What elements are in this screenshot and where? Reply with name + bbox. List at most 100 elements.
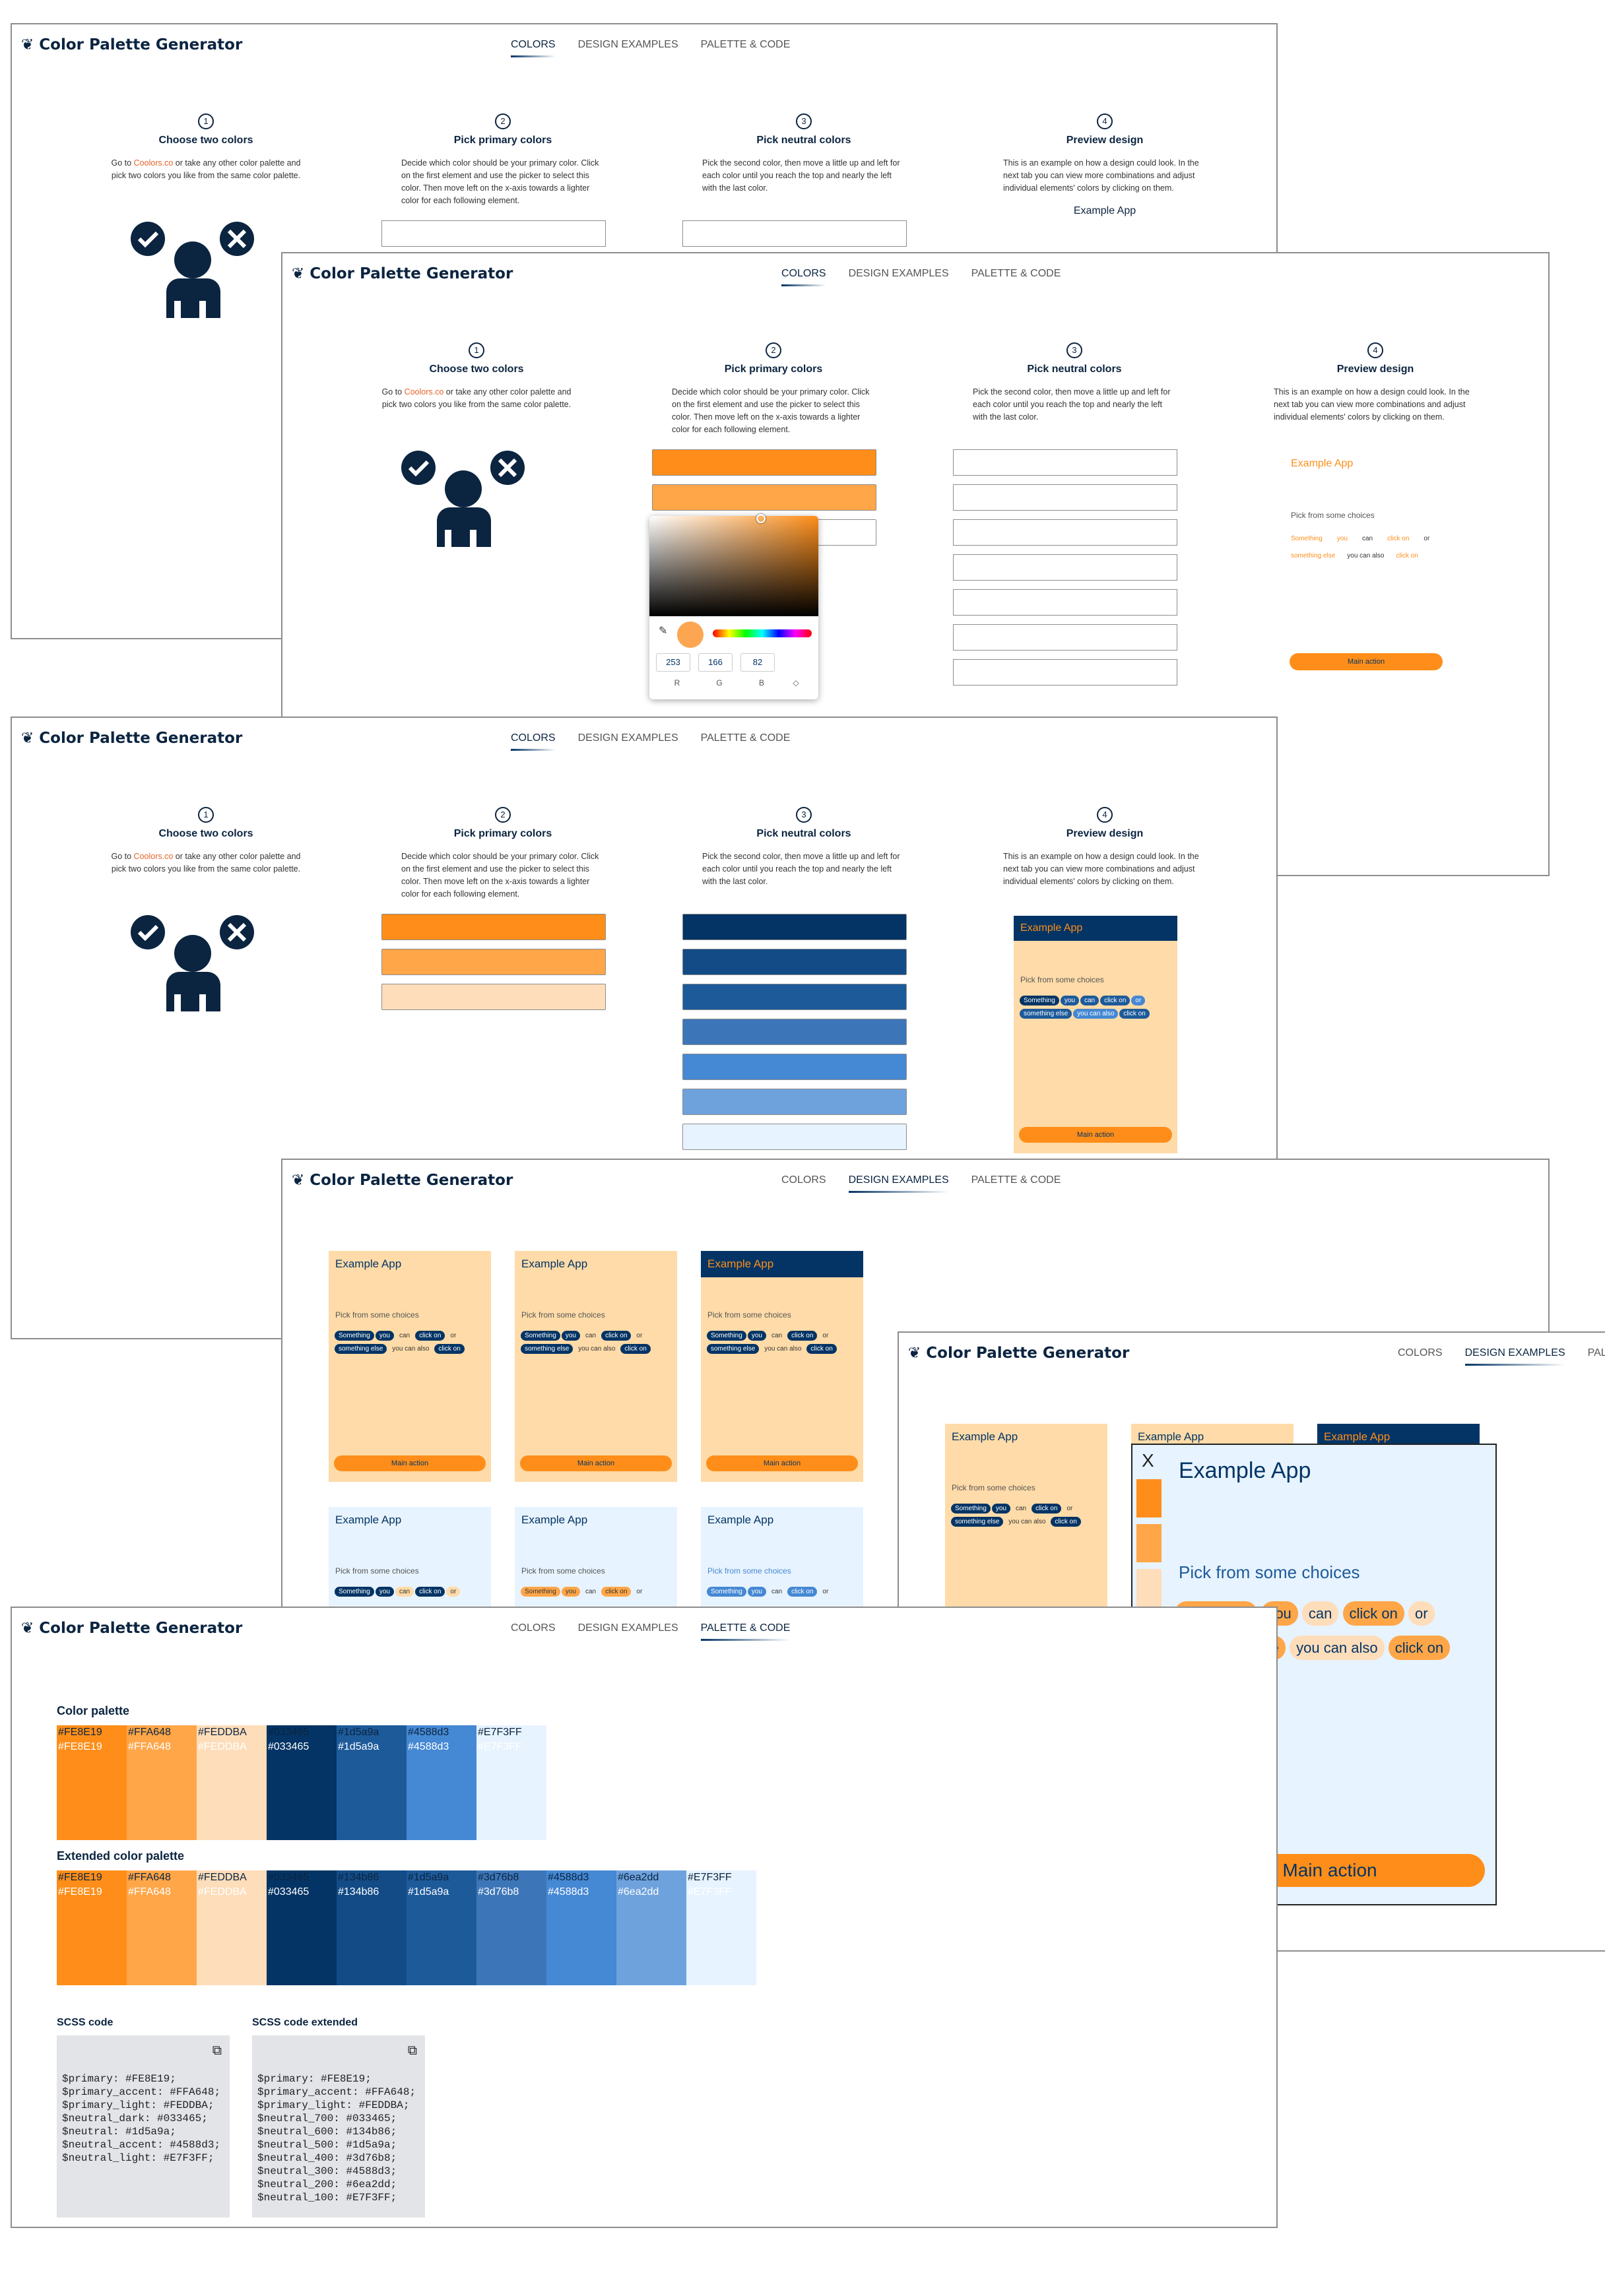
chip[interactable]: or	[1424, 535, 1430, 542]
chip[interactable]: click on	[415, 1331, 445, 1341]
chip[interactable]: something else	[1020, 1009, 1072, 1019]
chip[interactable]: click on	[601, 1331, 632, 1341]
hue-slider[interactable]	[713, 629, 812, 637]
tab-palette-code[interactable]: PALETTE & CODE	[700, 39, 791, 50]
copy-icon[interactable]: ⧉	[212, 2042, 222, 2058]
example-card[interactable]: Example App Pick from some choices Somet…	[329, 1251, 491, 1482]
chip[interactable]: click on	[787, 1331, 818, 1341]
close-icon[interactable]: X	[1142, 1450, 1154, 1471]
neutral-swatch[interactable]	[682, 1089, 907, 1115]
chip[interactable]: click on	[1032, 1504, 1062, 1514]
chip[interactable]: Something	[707, 1587, 746, 1597]
palette-swatch[interactable]: #FEDDBA #FEDDBA	[197, 1870, 267, 1985]
eyedropper-icon[interactable]: ✎	[659, 625, 668, 637]
chip[interactable]: something else	[707, 1344, 760, 1354]
tab-palette-code[interactable]: PALETTE & CODE	[700, 732, 791, 744]
example-card[interactable]: Example App Pick from some choices Somet…	[701, 1251, 863, 1482]
format-toggle-icon[interactable]: ◇	[793, 678, 799, 687]
tab-palette-code[interactable]: PALETTE & CODE	[971, 1174, 1061, 1186]
main-action-button[interactable]: Main action	[520, 1455, 672, 1471]
tab-palette-code[interactable]: PAL	[1587, 1347, 1605, 1358]
tab-colors[interactable]: COLORS	[511, 732, 556, 751]
example-card[interactable]: Example App Pick from some choices Somet…	[329, 1507, 491, 1619]
chip[interactable]: click on	[806, 1344, 837, 1354]
coolors-link[interactable]: Coolors.co	[133, 158, 174, 168]
neutral-swatch[interactable]	[682, 914, 907, 940]
neutral-swatch-empty[interactable]	[682, 220, 907, 247]
chip[interactable]: click on	[1396, 552, 1418, 559]
chip[interactable]: you can also	[578, 1345, 616, 1353]
neutral-swatch[interactable]	[682, 1019, 907, 1045]
logo[interactable]: ❦ Color Palette Generator	[21, 36, 242, 53]
chip[interactable]: can	[1361, 535, 1373, 542]
neutral-swatch[interactable]	[953, 519, 1177, 546]
tab-colors[interactable]: COLORS	[781, 268, 826, 286]
tab-design-examples[interactable]: DESIGN EXAMPLES	[577, 1622, 678, 1634]
color-picker[interactable]: ✎ 253 166 82 R G B ◇	[649, 514, 818, 699]
tab-design-examples[interactable]: DESIGN EXAMPLES	[848, 268, 949, 279]
primary-accent-swatch[interactable]	[652, 484, 876, 511]
palette-swatch[interactable]: #FE8E19 #FE8E19	[57, 1725, 127, 1840]
tab-design-examples[interactable]: DESIGN EXAMPLES	[1464, 1347, 1565, 1366]
palette-swatch[interactable]: #134b86 #134b86	[337, 1870, 407, 1985]
chip[interactable]: click on	[620, 1344, 651, 1354]
tab-design-examples[interactable]: DESIGN EXAMPLES	[577, 39, 678, 50]
primary-accent-swatch[interactable]	[381, 949, 606, 975]
logo[interactable]: ❦ Color Palette Generator	[21, 1620, 242, 1637]
chip[interactable]: or	[1131, 996, 1146, 1005]
palette-swatch[interactable]: #1d5a9a #1d5a9a	[337, 1725, 407, 1840]
b-input[interactable]: 82	[740, 653, 775, 672]
chip[interactable]: or	[822, 1332, 829, 1339]
neutral-swatch[interactable]	[953, 589, 1177, 616]
primary-swatch-empty[interactable]	[381, 220, 606, 247]
tab-design-examples[interactable]: DESIGN EXAMPLES	[848, 1174, 949, 1193]
neutral-swatch[interactable]	[682, 949, 907, 975]
primary-swatch[interactable]	[381, 914, 606, 940]
palette-swatch[interactable]: #4588d3 #4588d3	[407, 1725, 476, 1840]
logo[interactable]: ❦ Color Palette Generator	[21, 730, 242, 747]
r-input[interactable]: 253	[656, 653, 690, 672]
neutral-swatch[interactable]	[953, 659, 1177, 686]
neutral-swatch[interactable]	[682, 1054, 907, 1080]
palette-swatch[interactable]: #1d5a9a #1d5a9a	[407, 1870, 476, 1985]
primary-light-swatch[interactable]	[381, 984, 606, 1010]
chip[interactable]: can	[585, 1588, 597, 1595]
chip[interactable]: click on	[434, 1344, 465, 1354]
neutral-swatch[interactable]	[953, 624, 1177, 651]
chip[interactable]: or	[822, 1588, 829, 1595]
chip[interactable]: can	[585, 1332, 597, 1339]
chip[interactable]: you can also	[1347, 552, 1385, 559]
chip[interactable]: Something	[335, 1587, 374, 1597]
copy-icon[interactable]: ⧉	[407, 2042, 417, 2058]
tab-design-examples[interactable]: DESIGN EXAMPLES	[577, 732, 678, 744]
chip[interactable]: Something	[1020, 996, 1059, 1005]
chip[interactable]: can	[395, 1587, 414, 1597]
chip[interactable]: you can also	[764, 1345, 802, 1353]
chip[interactable]: click on	[787, 1587, 818, 1597]
chip[interactable]: Something	[951, 1504, 991, 1514]
chip[interactable]: you	[1336, 535, 1348, 542]
palette-swatch[interactable]: #FE8E19 #FE8E19	[57, 1870, 127, 1985]
chip[interactable]: can	[1080, 996, 1099, 1005]
chip[interactable]: or	[1408, 1601, 1435, 1626]
logo[interactable]: ❦ Color Palette Generator	[292, 265, 513, 282]
picker-handle[interactable]	[756, 514, 766, 523]
chip[interactable]: can	[1015, 1505, 1027, 1512]
chip[interactable]: or	[446, 1587, 461, 1597]
chip[interactable]: something else	[951, 1517, 1004, 1527]
neutral-swatch[interactable]	[953, 554, 1177, 581]
chip[interactable]: you	[561, 1587, 580, 1597]
neutral-swatch[interactable]	[682, 1124, 907, 1150]
chip[interactable]: click on	[601, 1587, 632, 1597]
main-action-button[interactable]: Main action	[1019, 1127, 1172, 1143]
neutral-swatch[interactable]	[682, 984, 907, 1010]
tab-colors[interactable]: COLORS	[781, 1174, 826, 1186]
coolors-link[interactable]: Coolors.co	[133, 852, 174, 861]
chip[interactable]: or	[450, 1332, 457, 1339]
chip[interactable]: Something	[707, 1331, 746, 1341]
chip[interactable]: you	[747, 1331, 766, 1341]
chip[interactable]: Something	[521, 1587, 560, 1597]
chip[interactable]: click on	[1388, 1636, 1451, 1660]
tab-colors[interactable]: COLORS	[511, 1622, 556, 1634]
chip[interactable]: can	[771, 1588, 783, 1595]
